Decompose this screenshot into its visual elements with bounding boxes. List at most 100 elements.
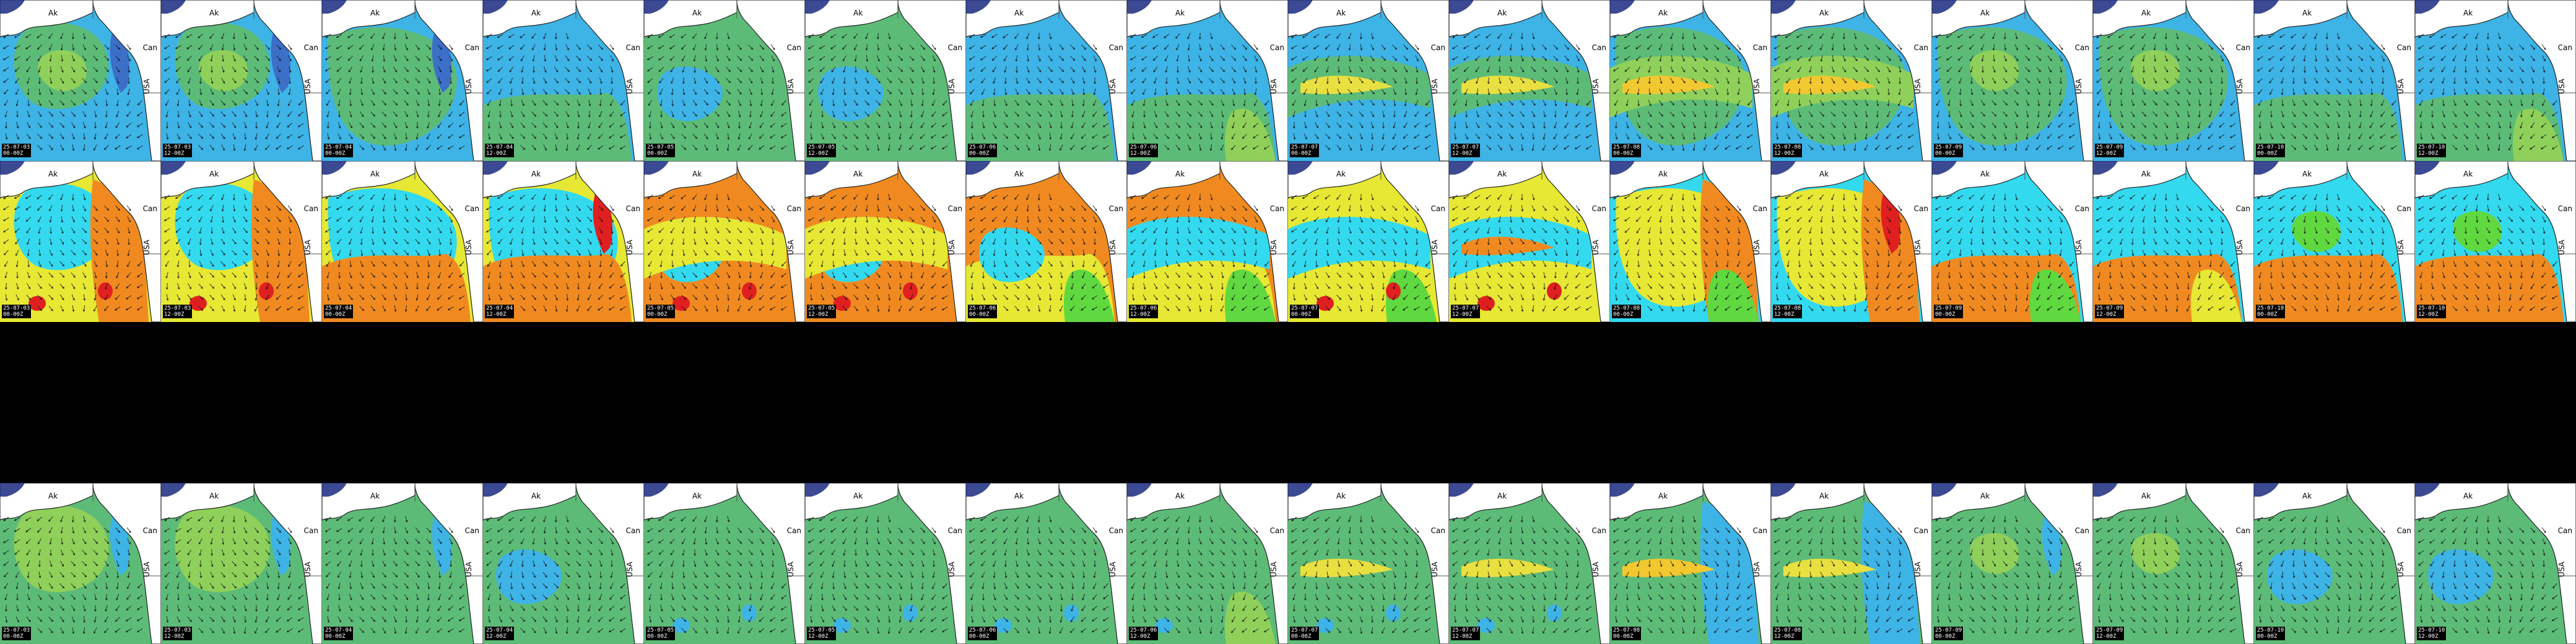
arrow-head (1649, 115, 1652, 117)
arrow-head (716, 48, 719, 51)
arrow-head (970, 126, 973, 129)
arrow-head (349, 93, 352, 95)
arrow-mark (2463, 134, 2468, 139)
arrow-mark (1897, 44, 1902, 50)
arrow-mark (2015, 33, 2017, 39)
arrow-head (450, 59, 453, 62)
arrow-head (84, 242, 87, 245)
arrow-mark (1291, 78, 1297, 83)
arrow-mark (2209, 66, 2213, 72)
arrow-mark (72, 205, 74, 211)
forecast-map-tile[interactable]: Ak Can USA 25-07-03 12-00Z (161, 0, 322, 161)
arrow-head (900, 69, 903, 72)
arrow-head (1544, 92, 1547, 95)
arrow-head (2304, 92, 2307, 95)
arrow-mark (1188, 54, 1190, 62)
arrow-head (486, 69, 489, 72)
arrow-mark (298, 134, 304, 138)
arrow-head (277, 115, 279, 118)
arrow-head (751, 69, 753, 72)
arrow-head (1017, 114, 1019, 117)
arrow-mark (1025, 89, 1030, 95)
forecast-map-tile[interactable]: Ak Can USA 25-07-08 12-00Z (1771, 0, 1932, 161)
arrow-mark (1393, 89, 1396, 95)
arrow-mark (211, 77, 213, 84)
arrow-head (1463, 35, 1466, 38)
arrow-head (15, 264, 19, 268)
forecast-map-tile[interactable]: Ak Can USA 25-07-03 00-00Z (0, 0, 161, 161)
arrow-mark (531, 144, 536, 150)
arrow-mark (760, 111, 764, 117)
arrow-head (361, 103, 363, 107)
arrow-head (1395, 47, 1398, 50)
forecast-map-tile[interactable]: Ak Can USA 25-07-05 00-00Z (644, 0, 805, 161)
arrow-head (1705, 80, 1708, 84)
arrow-mark (1253, 123, 1258, 128)
arrow-head (1671, 70, 1674, 73)
arrow-head (1865, 115, 1868, 118)
forecast-map-tile[interactable]: Ak Can USA 25-07-04 00-00Z (322, 0, 483, 161)
arrow-head (373, 125, 376, 128)
arrow-mark (426, 45, 431, 50)
arrow-head (1199, 59, 1202, 62)
arrow-mark (1014, 123, 1019, 128)
arrow-head (889, 103, 892, 106)
arrow-mark (1533, 133, 1534, 140)
arrow-head (440, 47, 442, 50)
arrow-mark (175, 45, 181, 49)
arrow-head (933, 70, 936, 73)
arrow-mark (2291, 45, 2296, 50)
arrow-head (2050, 58, 2052, 61)
arrow-mark (1313, 45, 1320, 50)
arrow-mark (682, 66, 685, 72)
arrow-mark (450, 89, 452, 95)
timestamp-badge: 25-07-07 12-00Z (1451, 144, 1481, 157)
arrow-mark (1982, 55, 1984, 61)
arrow-mark (1474, 45, 1481, 50)
forecast-map-tile[interactable]: Ak Can USA 25-07-03 00-00Z (0, 161, 161, 322)
arrow-head (1575, 114, 1578, 117)
forecast-map-tile[interactable]: Ak Can USA 25-07-10 00-00Z (2254, 0, 2415, 161)
arrow-mark (60, 77, 64, 84)
arrow-mark (1624, 45, 1630, 49)
forecast-map-tile[interactable]: Ak Can USA 25-07-05 12-00Z (805, 0, 966, 161)
arrow-mark (781, 111, 787, 116)
arrow-head (1073, 47, 1076, 50)
arrow-head (1242, 147, 1245, 150)
forecast-map-tile[interactable]: Ak Can USA 25-07-04 12-00Z (483, 0, 644, 161)
forecast-map-tile[interactable]: Ak Can USA 25-07-03 12-00Z (161, 161, 322, 322)
arrow-mark (2025, 89, 2030, 95)
map-canvas (1127, 0, 1288, 161)
forecast-map-tile[interactable]: Ak Can USA 25-07-07 12-00Z (1449, 0, 1610, 161)
forecast-map-tile[interactable]: Ak Can USA 25-07-06 12-00Z (1127, 0, 1288, 161)
forecast-map-tile[interactable]: Ak Can USA 25-07-09 00-00Z (1932, 0, 2093, 161)
arrow-head (2026, 148, 2028, 151)
arrow-mark (1070, 56, 1075, 61)
arrow-mark (830, 33, 837, 38)
arrow-head (1613, 69, 1616, 72)
forecast-map-tile[interactable]: Ak Can USA 25-07-07 00-00Z (1288, 0, 1449, 161)
arrow-head (4, 276, 7, 279)
arrow-head (2326, 126, 2330, 128)
arrow-head (1648, 59, 1650, 61)
arrow-mark (921, 77, 924, 84)
arrow-mark (587, 66, 592, 72)
forecast-map-tile[interactable]: Ak Can USA 25-07-06 00-00Z (966, 0, 1127, 161)
forecast-map-tile[interactable]: Ak Can USA 25-07-09 12-00Z (2093, 0, 2254, 161)
timestamp-time: 00-00Z (1291, 150, 1312, 157)
arrow-head (1406, 58, 1408, 61)
arrow-head (1693, 37, 1696, 40)
arrow-head (567, 92, 570, 95)
arrow-head (2198, 103, 2201, 107)
arrow-mark (1003, 33, 1009, 38)
forecast-map-tile[interactable]: Ak Can USA 25-07-10 12-00Z (2415, 0, 2576, 161)
arrow-head (347, 47, 350, 50)
forecast-map-tile[interactable]: Ak Can USA 25-07-08 00-00Z (1610, 0, 1771, 161)
arrow-head (2477, 92, 2479, 95)
arrow-head (706, 137, 708, 139)
label-usa: USA (303, 79, 312, 94)
arrow-mark (2486, 111, 2491, 117)
arrow-head (84, 287, 86, 290)
arrow-head (127, 253, 130, 256)
arrow-mark (2440, 45, 2447, 50)
